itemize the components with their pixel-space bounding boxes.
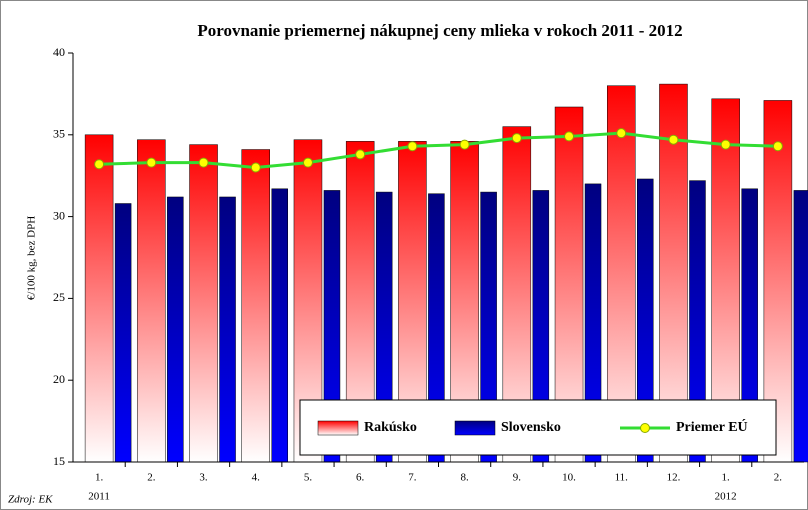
- y-tick-label: 35: [53, 127, 65, 141]
- marker: [668, 134, 679, 145]
- x-tick-label: 11.: [615, 472, 629, 484]
- chart-title: Porovnanie priemernej nákupnej ceny mlie…: [197, 21, 682, 40]
- y-tick-label: 25: [53, 290, 65, 304]
- marker: [198, 157, 209, 168]
- bar: [189, 144, 218, 463]
- bar: [84, 134, 114, 463]
- marker: [564, 131, 575, 142]
- marker: [720, 139, 731, 150]
- marker: [94, 159, 105, 170]
- x-tick-label: 7.: [408, 472, 417, 484]
- x-tick-label: 2.: [147, 472, 156, 484]
- bar: [271, 188, 288, 463]
- marker: [616, 128, 627, 139]
- bar: [114, 203, 132, 463]
- x-tick-label: 5.: [304, 472, 313, 484]
- x-tick-label: 6.: [356, 472, 365, 484]
- bar: [137, 139, 166, 463]
- line: [99, 131, 778, 170]
- marker: [250, 162, 261, 173]
- y-axis-label: €/100 kg, bez DPH: [26, 216, 38, 300]
- x-tick-label: 4.: [252, 472, 261, 484]
- marker: [355, 149, 366, 160]
- x-tick-label: 8.: [460, 472, 469, 484]
- marker: [511, 133, 522, 144]
- bar: [793, 190, 808, 463]
- y-tick-label: 30: [53, 208, 65, 222]
- marker: [302, 157, 313, 168]
- x-year-label: 2012: [715, 491, 737, 503]
- legend-box: [299, 399, 777, 456]
- legend-label: Rakúsko: [364, 420, 417, 435]
- legend-label: Slovensko: [501, 420, 561, 435]
- x-tick-label: 1.: [95, 472, 104, 484]
- source: Zdroj: EK: [8, 494, 53, 506]
- marker: [146, 157, 157, 168]
- legend-swatch: [454, 420, 496, 436]
- legend-swatch: [317, 420, 359, 436]
- x-tick-label: 3.: [199, 472, 208, 484]
- marker: [407, 141, 418, 152]
- x-tick-label: 2.: [774, 472, 783, 484]
- bar: [607, 85, 636, 463]
- x-tick-label: 10.: [562, 472, 576, 484]
- bar: [167, 196, 184, 463]
- y-tick-label: 40: [53, 45, 65, 59]
- x-tick-label: 9.: [513, 472, 522, 484]
- bar: [219, 196, 236, 463]
- x-tick-label: 12.: [667, 472, 681, 484]
- y-tick-label: 20: [53, 372, 65, 386]
- bar: [241, 149, 270, 463]
- marker: [459, 139, 470, 150]
- y-tick-label: 15: [53, 454, 65, 468]
- legend-label: Priemer EÚ: [676, 418, 748, 435]
- x-year-label: 2011: [88, 491, 110, 503]
- legend-marker: [640, 423, 650, 433]
- x-tick-label: 1.: [722, 472, 731, 484]
- marker: [772, 141, 783, 152]
